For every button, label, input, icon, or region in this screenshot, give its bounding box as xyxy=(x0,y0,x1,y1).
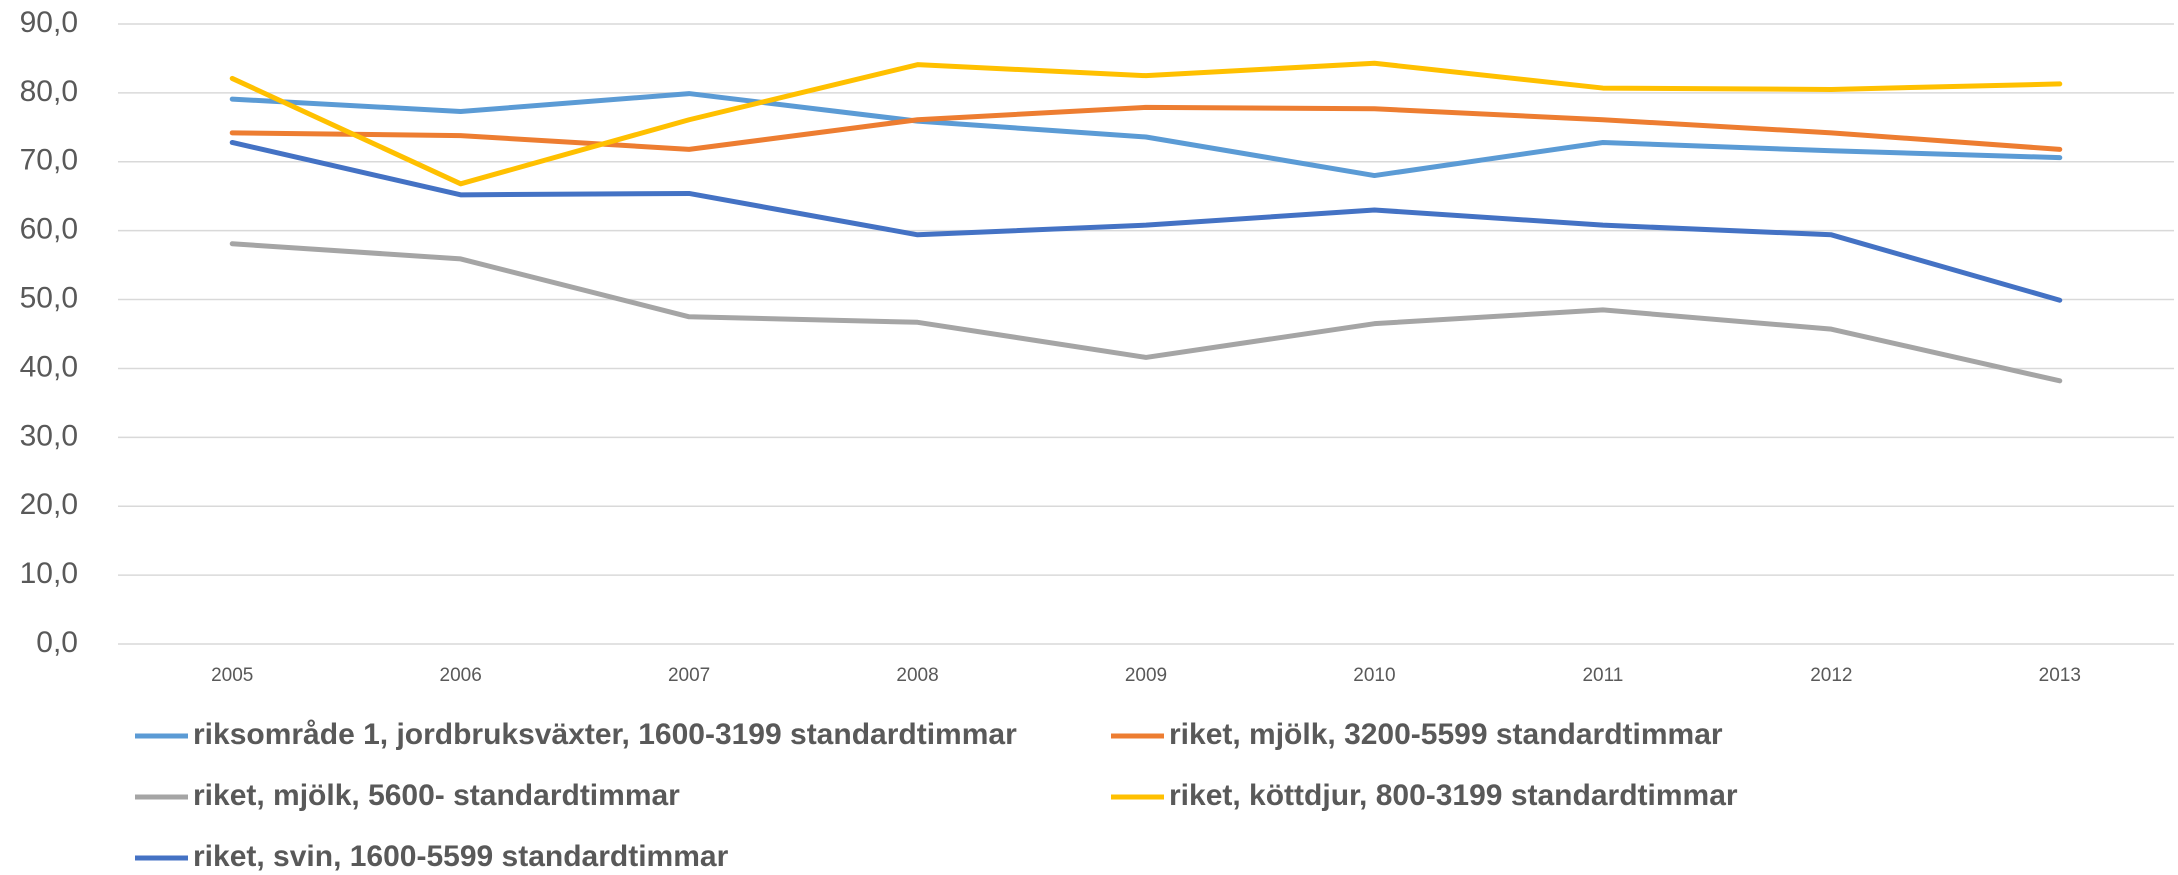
legend-label: riksområde 1, jordbruksväxter, 1600-3199… xyxy=(193,718,1017,751)
x-tick-label: 2009 xyxy=(1125,665,1167,686)
series-line xyxy=(229,91,2063,179)
x-tick-label: 2005 xyxy=(211,665,253,686)
x-tick-label: 2007 xyxy=(668,665,710,686)
x-tick-label: 2008 xyxy=(896,665,938,686)
y-tick-label: 0,0 xyxy=(36,626,78,659)
y-tick-label: 10,0 xyxy=(20,557,78,590)
y-tick-label: 30,0 xyxy=(20,419,78,452)
series-line xyxy=(229,139,2063,303)
x-tick-label: 2006 xyxy=(440,665,482,686)
legend-label: riket, köttdjur, 800-3199 standardtimmar xyxy=(1169,779,1738,812)
legend-label: riket, mjölk, 5600- standardtimmar xyxy=(193,779,680,812)
y-tick-label: 20,0 xyxy=(20,488,78,521)
y-tick-label: 80,0 xyxy=(20,75,78,108)
y-tick-label: 70,0 xyxy=(20,144,78,177)
series-line xyxy=(229,60,2063,187)
legend-label: riket, mjölk, 3200-5599 standardtimmar xyxy=(1169,718,1723,751)
series-line xyxy=(229,241,2063,384)
y-tick-label: 50,0 xyxy=(20,281,78,314)
x-tick-label: 2012 xyxy=(1810,665,1852,686)
y-tick-label: 40,0 xyxy=(20,350,78,383)
x-tick-label: 2010 xyxy=(1353,665,1395,686)
series-line xyxy=(229,104,2063,152)
legend-label: riket, svin, 1600-5599 standardtimmar xyxy=(193,840,729,873)
y-tick-label: 60,0 xyxy=(20,213,78,246)
y-tick-label: 90,0 xyxy=(20,6,78,39)
x-tick-label: 2011 xyxy=(1582,665,1623,686)
x-tick-label: 2013 xyxy=(2039,665,2081,686)
